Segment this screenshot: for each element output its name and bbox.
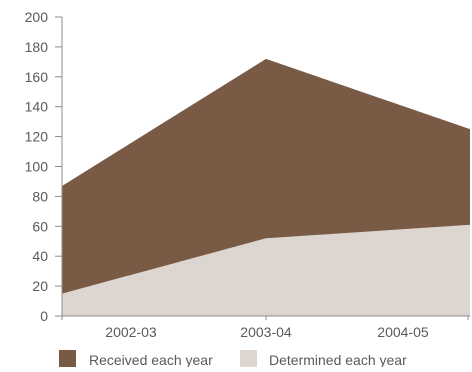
legend-label: Determined each year: [269, 352, 407, 367]
y-tick-label: 140: [25, 99, 49, 115]
y-tick-label: 160: [25, 69, 49, 85]
y-axis: 0 20 40 60 80 100 120 140 160 180 200: [25, 9, 63, 324]
y-tick-label: 40: [32, 248, 48, 264]
y-tick-label: 80: [32, 188, 48, 204]
legend-swatch: [59, 350, 76, 367]
legend-label: Received each year: [89, 352, 213, 367]
legend-item: Determined each year: [240, 350, 407, 368]
legend-swatch: [240, 350, 257, 367]
area-series-determined-each-year: [62, 224, 470, 316]
x-tick-label: 2004-05: [377, 324, 429, 340]
y-tick-label: 0: [40, 308, 48, 324]
x-tick-label: 2003-04: [240, 324, 292, 340]
y-tick-label: 20: [32, 278, 48, 294]
legend: Received each year Determined each year: [59, 350, 407, 368]
x-axis: 2002-03 2003-04 2004-05: [61, 315, 470, 340]
series-areas: [62, 58, 470, 317]
y-tick-label: 120: [25, 129, 49, 145]
y-tick-label: 60: [32, 218, 48, 234]
x-tick-label: 2002-03: [105, 324, 157, 340]
y-tick-label: 200: [25, 9, 49, 25]
y-tick-label: 180: [25, 39, 49, 55]
y-tick-label: 100: [25, 159, 49, 175]
legend-item: Received each year: [59, 350, 213, 368]
